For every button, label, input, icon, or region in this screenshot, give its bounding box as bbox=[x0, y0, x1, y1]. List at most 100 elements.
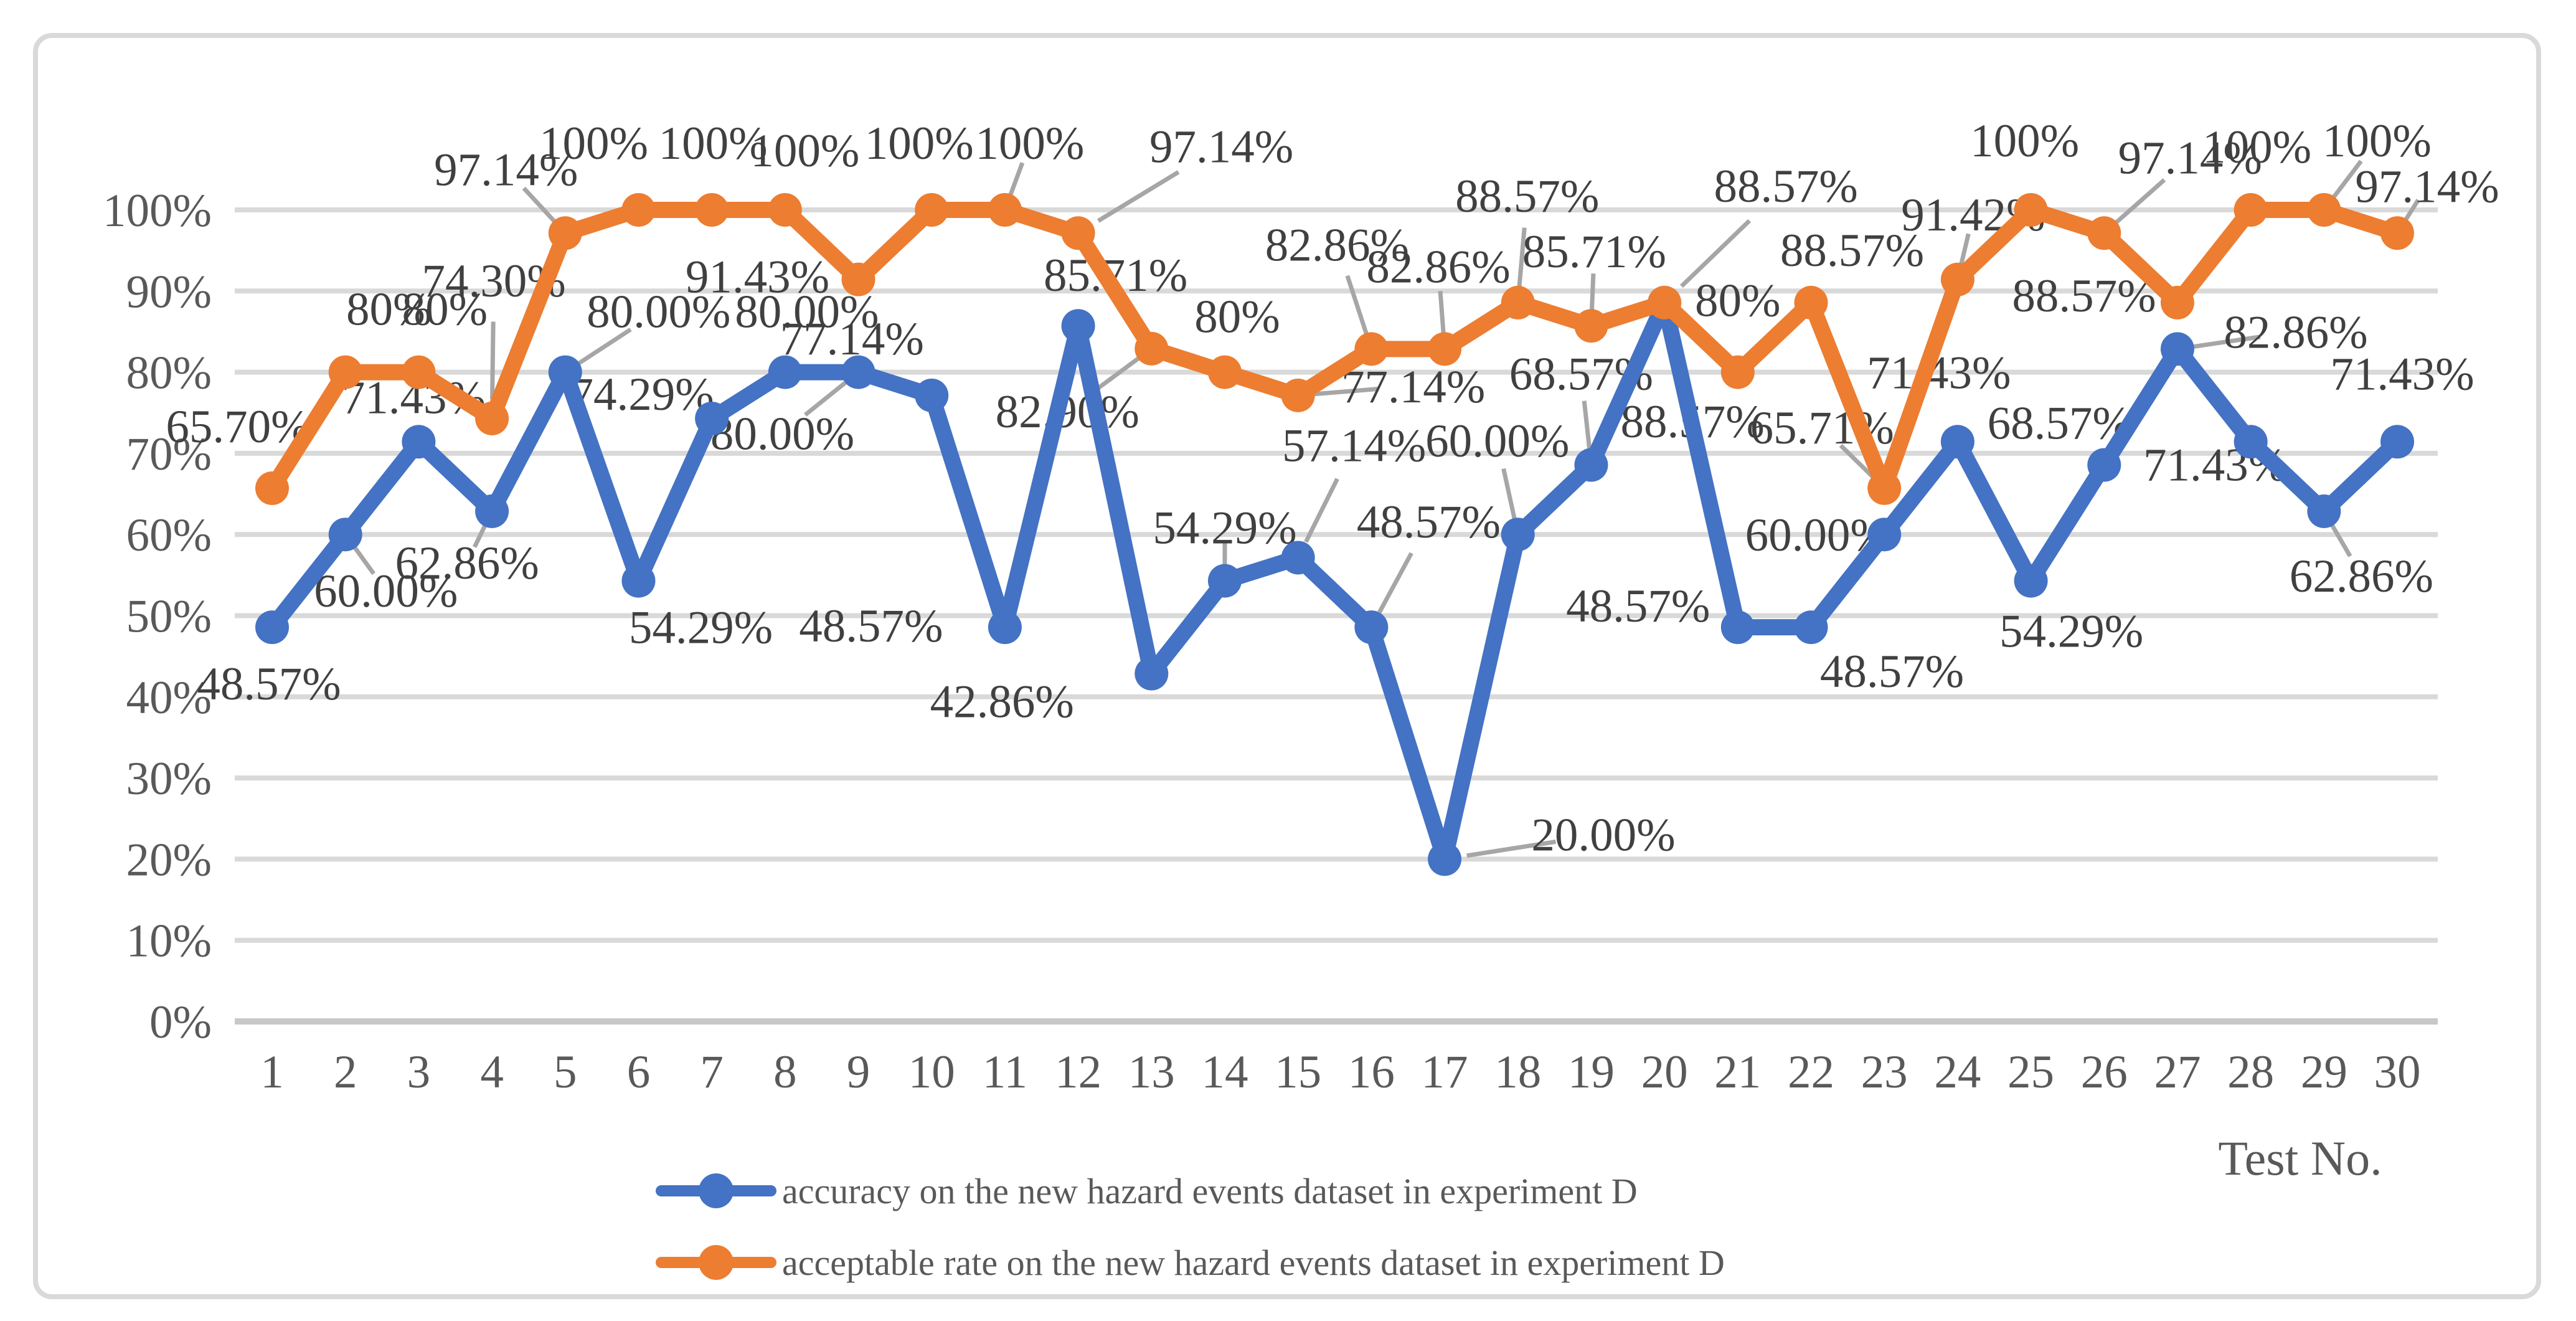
data-point-marker bbox=[1867, 518, 1902, 552]
data-label: 88.57% bbox=[1714, 161, 1857, 212]
y-tick-label: 30% bbox=[126, 753, 212, 805]
x-tick-label: 4 bbox=[480, 1046, 504, 1098]
data-label: 82.86% bbox=[1366, 241, 1510, 293]
x-tick-label: 6 bbox=[627, 1046, 651, 1098]
series-accuracy-line bbox=[264, 294, 2406, 868]
data-label: 100% bbox=[2323, 115, 2432, 167]
data-point-marker bbox=[2380, 216, 2415, 250]
x-tick-label: 12 bbox=[1055, 1046, 1102, 1098]
label-leader bbox=[522, 186, 559, 226]
data-label: 60.00% bbox=[314, 566, 458, 617]
x-tick-label: 8 bbox=[773, 1046, 797, 1098]
data-point-marker bbox=[768, 193, 802, 227]
y-tick-label: 0% bbox=[149, 997, 212, 1048]
data-point-marker bbox=[695, 402, 729, 436]
x-tick-label: 15 bbox=[1275, 1046, 1321, 1098]
data-point-marker bbox=[2014, 564, 2048, 598]
x-tick-label: 27 bbox=[2154, 1046, 2201, 1098]
data-point-marker bbox=[2234, 193, 2268, 227]
data-point-marker bbox=[2307, 494, 2341, 528]
data-label: 82.86% bbox=[1265, 219, 1409, 271]
x-tick-label: 28 bbox=[2227, 1046, 2274, 1098]
data-label: 82.86% bbox=[2224, 306, 2367, 358]
label-leader bbox=[2329, 159, 2363, 202]
legend-item-acceptable-rate: acceptable rate on the new hazard events… bbox=[656, 1243, 1725, 1283]
x-tick-label: 3 bbox=[407, 1046, 431, 1098]
data-point-marker bbox=[1061, 216, 1095, 250]
data-point-marker bbox=[1135, 331, 1169, 366]
legend-point-marker bbox=[699, 1245, 734, 1280]
x-tick-label: 2 bbox=[334, 1046, 357, 1098]
data-point-marker bbox=[402, 425, 436, 459]
data-point-marker bbox=[2087, 448, 2121, 482]
x-tick-label: 21 bbox=[1714, 1046, 1761, 1098]
data-point-marker bbox=[1501, 285, 1535, 320]
data-label: 80% bbox=[1194, 291, 1280, 343]
data-label: 100% bbox=[750, 125, 859, 177]
data-point-marker bbox=[475, 401, 509, 435]
data-point-marker bbox=[548, 355, 582, 389]
data-label: 88.57% bbox=[2012, 270, 2156, 322]
data-label: 80% bbox=[346, 284, 432, 336]
data-point-marker bbox=[1207, 355, 1242, 389]
data-label: 60.00% bbox=[1425, 415, 1569, 467]
label-leader bbox=[1314, 386, 1379, 397]
data-point-marker bbox=[475, 494, 509, 528]
data-label: 100% bbox=[1970, 115, 2079, 167]
x-tick-label: 26 bbox=[2081, 1046, 2128, 1098]
label-leader bbox=[803, 379, 849, 417]
data-label: 100% bbox=[2202, 121, 2311, 173]
data-point-marker bbox=[2380, 425, 2415, 459]
data-label: 20.00% bbox=[1531, 809, 1675, 861]
x-tick-label: 22 bbox=[1788, 1046, 1834, 1098]
x-tick-label: 23 bbox=[1861, 1046, 1908, 1098]
data-label: 100% bbox=[659, 118, 768, 169]
x-tick-label: 17 bbox=[1422, 1046, 1468, 1098]
label-leader bbox=[1501, 468, 1517, 522]
data-point-marker bbox=[988, 193, 1022, 227]
label-leader bbox=[2115, 178, 2166, 224]
x-tick-label: 30 bbox=[2374, 1046, 2421, 1098]
y-tick-label: 70% bbox=[126, 428, 212, 480]
data-label: 97.14% bbox=[2355, 161, 2499, 212]
data-label: 77.14% bbox=[780, 313, 924, 365]
data-point-marker bbox=[841, 262, 875, 296]
data-point-marker bbox=[1281, 378, 1315, 412]
data-label: 80% bbox=[1695, 275, 1780, 327]
data-label: 48.57% bbox=[1820, 646, 1964, 698]
data-point-marker bbox=[1135, 656, 1169, 691]
data-label: 97.14% bbox=[434, 144, 578, 196]
legend-item-accuracy: accuracy on the new hazard events datase… bbox=[656, 1171, 1638, 1211]
data-point-marker bbox=[768, 355, 802, 389]
data-point-marker bbox=[402, 355, 436, 389]
data-point-marker bbox=[2160, 332, 2194, 366]
data-label: 48.57% bbox=[799, 600, 943, 652]
y-tick-label: 20% bbox=[126, 834, 212, 886]
data-point-marker bbox=[1354, 610, 1389, 645]
y-tick-label: 40% bbox=[126, 672, 212, 724]
data-label: 85.71% bbox=[1522, 226, 1666, 278]
data-point-marker bbox=[1354, 332, 1389, 366]
data-point-marker bbox=[2160, 285, 2194, 320]
label-leader bbox=[1839, 443, 1877, 481]
x-tick-label: 18 bbox=[1494, 1046, 1541, 1098]
data-label: 54.29% bbox=[1999, 606, 2143, 658]
data-point-marker bbox=[1940, 425, 1974, 459]
x-tick-label: 29 bbox=[2301, 1046, 2347, 1098]
data-point-marker bbox=[328, 518, 362, 552]
series-acceptable-rate bbox=[255, 193, 2415, 505]
data-point-marker bbox=[1794, 610, 1828, 645]
data-point-marker bbox=[1794, 285, 1828, 320]
label-leader bbox=[2327, 519, 2352, 557]
data-point-marker bbox=[1720, 355, 1755, 389]
label-leader bbox=[577, 328, 632, 366]
label-leader bbox=[2194, 334, 2261, 349]
x-axis-labels: 1 2 3 4 5 6 7 8 9 10 11 12 13 14 15 16 17 18 19 20 21 22 23 24 2… bbox=[260, 1046, 2420, 1098]
data-label: 88.57% bbox=[1455, 171, 1599, 222]
data-label: 68.57% bbox=[1988, 398, 2131, 450]
legend-point-marker bbox=[699, 1173, 734, 1208]
data-point-marker bbox=[1207, 564, 1242, 598]
data-point-marker bbox=[1061, 309, 1095, 343]
data-label: 88.57% bbox=[1780, 225, 1924, 277]
